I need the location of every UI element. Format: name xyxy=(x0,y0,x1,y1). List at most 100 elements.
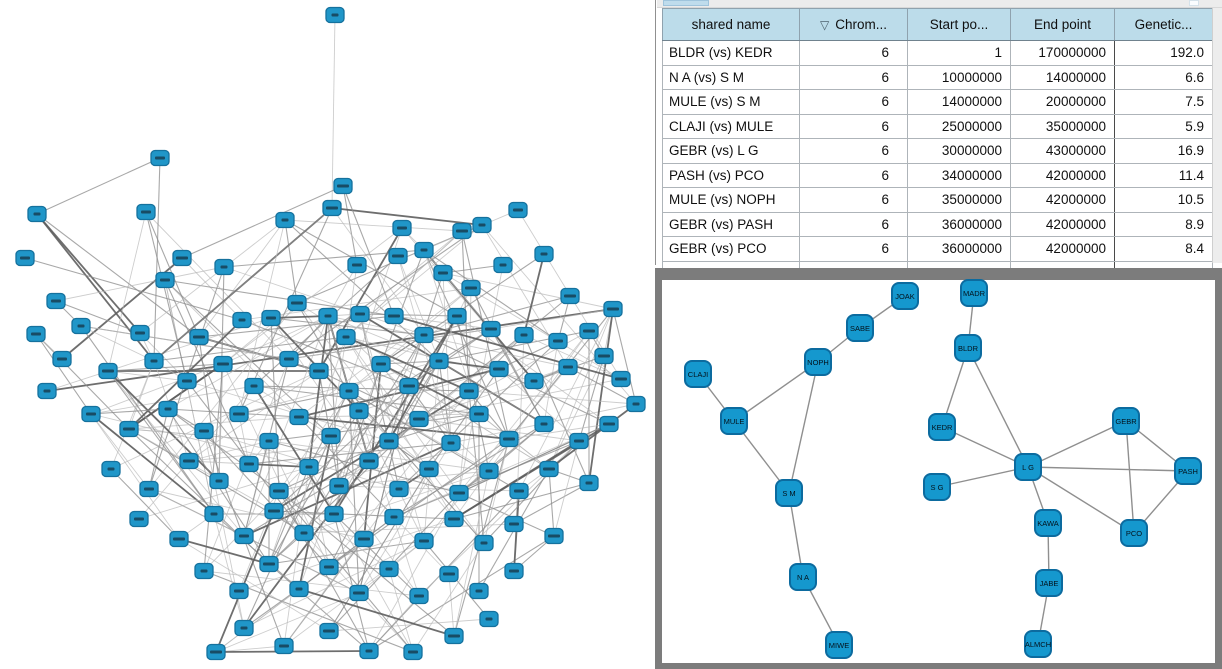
overview-edge xyxy=(359,313,458,317)
table-cell[interactable]: 10.5 xyxy=(1114,187,1213,213)
table-cell[interactable]: 14000000 xyxy=(907,89,1011,115)
table-cell[interactable]: GEBR (vs) L G xyxy=(662,138,800,164)
overview-node-label-smudge xyxy=(313,369,325,373)
table-cell[interactable]: 8.4 xyxy=(1114,236,1213,262)
network-node-kedr[interactable]: KEDR xyxy=(928,413,956,441)
table-header-row: shared name ▽ Chrom... Start po... End po… xyxy=(662,8,1213,41)
network-node-madr[interactable]: MADR xyxy=(960,279,988,307)
network-node-jabe[interactable]: JABE xyxy=(1035,569,1063,597)
table-cell[interactable]: 34000000 xyxy=(907,162,1011,188)
network-node-miwe[interactable]: MIWE xyxy=(825,631,853,659)
table-cell[interactable]: MULE (vs) S M xyxy=(662,89,800,115)
table-row[interactable]: MULE (vs) S M 6 14000000 20000000 7.5 xyxy=(662,89,1213,115)
table-cell[interactable]: 6 xyxy=(799,187,908,213)
table-cell[interactable]: CLAJI (vs) MULE xyxy=(662,113,800,139)
table-cell[interactable]: 6 xyxy=(799,89,908,115)
network-node-gebr[interactable]: GEBR xyxy=(1112,407,1140,435)
table-cell[interactable]: 20000000 xyxy=(1010,89,1115,115)
table-cell[interactable]: 11.4 xyxy=(1114,162,1213,188)
network-node-na[interactable]: N A xyxy=(789,563,817,591)
table-cell[interactable]: 8.9 xyxy=(1114,211,1213,237)
table-cell[interactable]: BLDR (vs) KEDR xyxy=(662,40,800,66)
network-node-kawa[interactable]: KAWA xyxy=(1034,509,1062,537)
overview-node-label-smudge xyxy=(239,534,249,538)
overview-edge xyxy=(327,315,569,368)
overview-edge xyxy=(110,468,180,540)
network-node-mule[interactable]: MULE xyxy=(720,407,748,435)
table-row[interactable]: GEBR (vs) L G 6 30000000 43000000 16.9 xyxy=(662,138,1213,164)
table-cell[interactable]: N A (vs) S M xyxy=(662,64,800,90)
table-cell[interactable]: 10000000 xyxy=(907,64,1011,90)
filter-icon[interactable]: ▽ xyxy=(820,18,830,32)
table-row[interactable]: N A (vs) S M 6 10000000 14000000 6.6 xyxy=(662,64,1213,90)
table-cell[interactable]: 6 xyxy=(799,162,908,188)
detail-network-panel[interactable]: JOAK MADR SABE NOPH BLDR CLAJI MULE KEDR GEBR L G… xyxy=(655,268,1222,669)
table-cell[interactable]: 14000000 xyxy=(1010,64,1115,90)
table-cell[interactable]: 36000000 xyxy=(907,211,1011,237)
overview-edge xyxy=(308,315,329,468)
table-cell[interactable]: 42000000 xyxy=(1010,236,1115,262)
table-cell[interactable]: 42000000 xyxy=(1010,187,1115,213)
table-cell[interactable]: 5.9 xyxy=(1114,113,1213,139)
table-cell[interactable]: 170000000 xyxy=(1010,40,1115,66)
table-cell[interactable]: GEBR (vs) PCO xyxy=(662,236,800,262)
overview-node-label-smudge xyxy=(244,462,254,466)
network-node-sm[interactable]: S M xyxy=(775,479,803,507)
column-header-end-point[interactable]: End point xyxy=(1010,8,1115,41)
network-node-pash[interactable]: PASH xyxy=(1174,457,1202,485)
table-cell[interactable]: 6 xyxy=(799,113,908,139)
table-cell[interactable]: 30000000 xyxy=(907,138,1011,164)
table-cell[interactable]: 35000000 xyxy=(1010,113,1115,139)
table-cell[interactable]: 36000000 xyxy=(907,236,1011,262)
overview-edge xyxy=(35,333,130,430)
table-cell[interactable]: 16.9 xyxy=(1114,138,1213,164)
table-cell[interactable]: 6 xyxy=(799,40,908,66)
column-header-start-position[interactable]: Start po... xyxy=(907,8,1011,41)
table-cell[interactable]: GEBR (vs) PASH xyxy=(662,211,800,237)
table-row[interactable]: MULE (vs) NOPH 6 35000000 42000000 10.5 xyxy=(662,187,1213,213)
table-cell[interactable]: 6 xyxy=(799,138,908,164)
table-row[interactable]: GEBR (vs) PASH 6 36000000 42000000 8.9 xyxy=(662,211,1213,237)
table-cell[interactable]: PASH (vs) PCO xyxy=(662,162,800,188)
table-cell[interactable]: MULE (vs) NOPH xyxy=(662,187,800,213)
table-cell[interactable]: 42000000 xyxy=(1010,162,1115,188)
column-header-shared-name[interactable]: shared name xyxy=(662,8,800,41)
table-row[interactable]: PASH (vs) PCO 6 34000000 42000000 11.4 xyxy=(662,162,1213,188)
scrollbar-thumb[interactable] xyxy=(663,0,709,6)
column-header-chromosome[interactable]: ▽ Chrom... xyxy=(799,8,908,41)
network-node-claji[interactable]: CLAJI xyxy=(684,360,712,388)
network-node-lg[interactable]: L G xyxy=(1014,453,1042,481)
scrollbar-end-button[interactable] xyxy=(1189,0,1199,6)
network-node-sabe[interactable]: SABE xyxy=(846,314,874,342)
network-node-noph[interactable]: NOPH xyxy=(804,348,832,376)
column-header-genetic[interactable]: Genetic... xyxy=(1114,8,1213,41)
table-cell[interactable]: 42000000 xyxy=(1010,211,1115,237)
table-row[interactable]: GEBR (vs) PCO 6 36000000 42000000 8.4 xyxy=(662,236,1213,262)
overview-edge xyxy=(148,488,360,594)
network-node-joak[interactable]: JOAK xyxy=(891,282,919,310)
table-cell[interactable]: 6 xyxy=(799,236,908,262)
table-cell[interactable]: 6 xyxy=(799,64,908,90)
overview-node-label-smudge xyxy=(419,539,429,543)
network-node-pco[interactable]: PCO xyxy=(1120,519,1148,547)
table-cell[interactable]: 1 xyxy=(907,40,1011,66)
edge-attribute-table: shared name ▽ Chrom... Start po... End po… xyxy=(662,8,1213,286)
table-cell[interactable]: 35000000 xyxy=(907,187,1011,213)
network-node-almch[interactable]: ALMCH xyxy=(1024,630,1052,658)
overview-network-canvas[interactable] xyxy=(0,0,652,669)
overview-node-label-smudge xyxy=(57,357,67,361)
table-cell[interactable]: 43000000 xyxy=(1010,138,1115,164)
network-node-sg[interactable]: S G xyxy=(923,473,951,501)
table-cell[interactable]: 6.6 xyxy=(1114,64,1213,90)
horizontal-scrollbar[interactable] xyxy=(657,0,1222,8)
network-node-bldr[interactable]: BLDR xyxy=(954,334,982,362)
overview-node-label-smudge xyxy=(250,384,258,388)
table-cell[interactable]: 6 xyxy=(799,211,908,237)
table-cell[interactable]: 192.0 xyxy=(1114,40,1213,66)
table-row[interactable]: BLDR (vs) KEDR 6 1 170000000 192.0 xyxy=(662,40,1213,66)
table-row[interactable]: CLAJI (vs) MULE 6 25000000 35000000 5.9 xyxy=(662,113,1213,139)
table-cell[interactable]: 7.5 xyxy=(1114,89,1213,115)
overview-node-label-smudge xyxy=(414,594,424,598)
vertical-scrollbar[interactable] xyxy=(1212,8,1222,263)
table-cell[interactable]: 25000000 xyxy=(907,113,1011,139)
